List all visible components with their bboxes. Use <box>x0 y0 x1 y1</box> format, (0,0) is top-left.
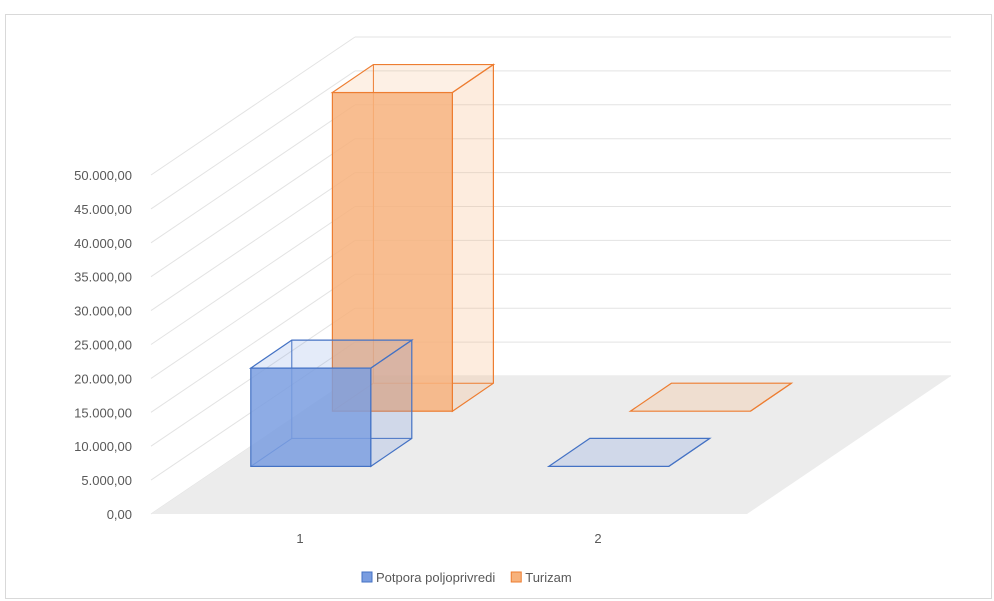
gridline-side <box>150 206 356 345</box>
gridline-side <box>150 138 356 278</box>
gridline-side <box>150 104 356 244</box>
bar <box>628 382 794 412</box>
x-category-label: 1 <box>296 531 303 546</box>
bar <box>546 437 712 467</box>
y-axis-ticks: 0,00 5.000,00 10.000,00 15.000,00 20.000,00 2… <box>74 168 132 522</box>
legend-label: Potpora poljoprivredi <box>376 570 495 585</box>
y-tick-label: 5.000,00 <box>81 473 132 488</box>
y-tick-label: 40.000,00 <box>74 236 132 251</box>
y-tick-label: 0,00 <box>107 507 132 522</box>
y-tick-label: 30.000,00 <box>74 304 132 319</box>
gridline-side <box>150 172 356 312</box>
y-tick-label: 35.000,00 <box>74 270 132 285</box>
y-tick-label: 15.000,00 <box>74 405 132 420</box>
x-category-label: 2 <box>594 531 601 546</box>
gridline-side <box>150 70 356 210</box>
y-tick-label: 20.000,00 <box>74 371 132 386</box>
gridline-side <box>150 36 356 176</box>
gridline-side <box>150 239 356 379</box>
legend: Potpora poljoprivredi Turizam <box>361 570 572 585</box>
bars <box>248 63 794 468</box>
y-tick-label: 10.000,00 <box>74 439 132 454</box>
gridline-side <box>150 273 356 413</box>
legend-swatch <box>510 571 522 583</box>
y-tick-label: 45.000,00 <box>74 202 132 217</box>
legend-label: Turizam <box>525 570 571 585</box>
legend-swatch <box>361 571 373 583</box>
y-tick-label: 50.000,00 <box>74 168 132 183</box>
bar <box>330 63 496 413</box>
y-tick-label: 25.000,00 <box>74 338 132 353</box>
bar <box>248 338 414 468</box>
